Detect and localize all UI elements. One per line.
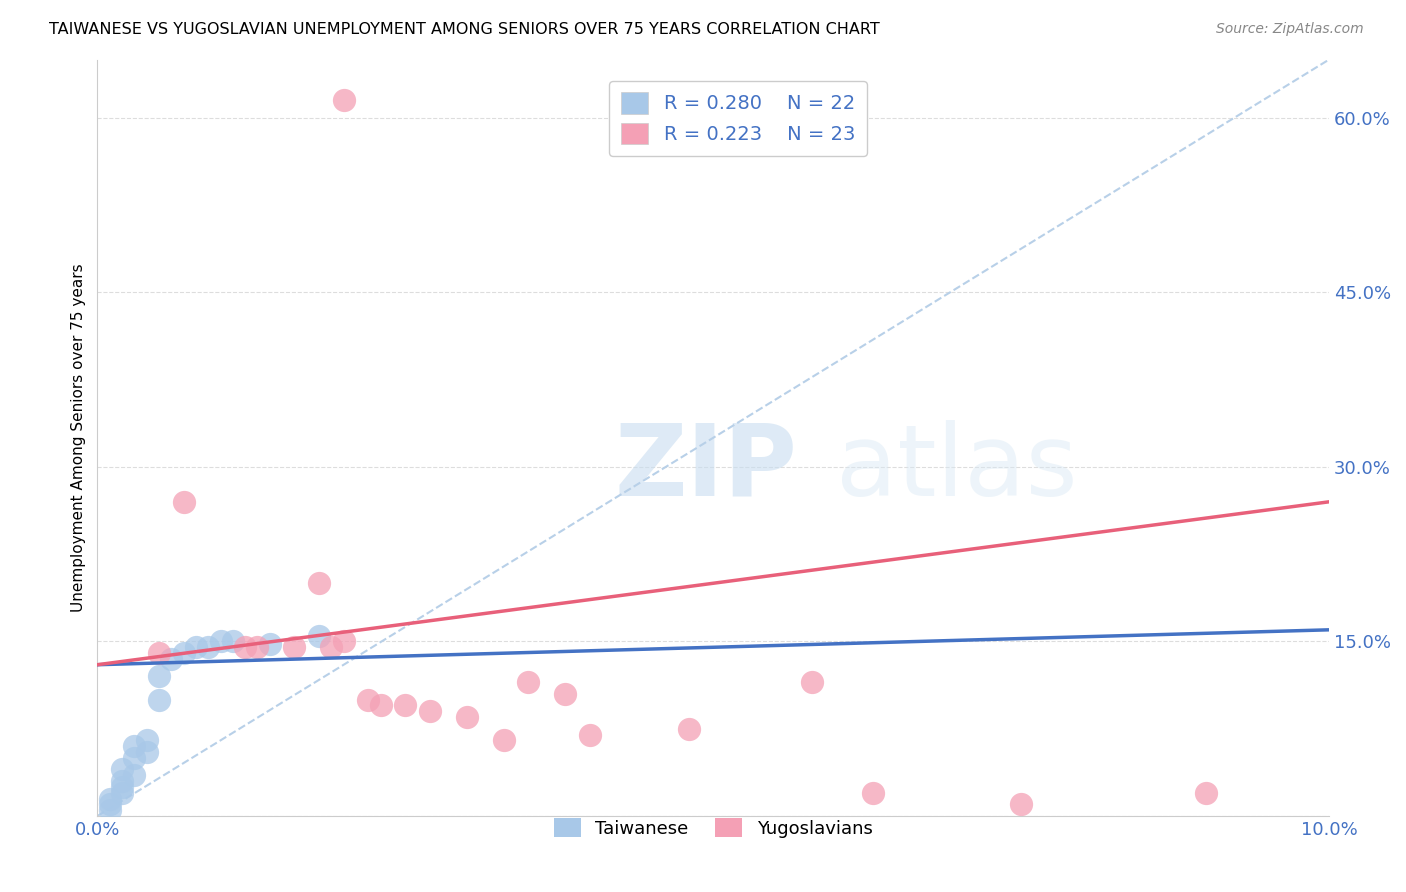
Point — [135, 745, 157, 759]
Point — [357, 692, 380, 706]
Point — [148, 646, 170, 660]
Point — [98, 803, 121, 817]
Point — [111, 763, 134, 777]
Point — [197, 640, 219, 655]
Point — [579, 727, 602, 741]
Point — [308, 576, 330, 591]
Point — [308, 629, 330, 643]
Point — [246, 640, 269, 655]
Point — [1010, 797, 1032, 812]
Point — [259, 637, 281, 651]
Point — [98, 797, 121, 812]
Point — [233, 640, 256, 655]
Point — [678, 722, 700, 736]
Point — [173, 495, 195, 509]
Legend: Taiwanese, Yugoslavians: Taiwanese, Yugoslavians — [547, 811, 880, 845]
Text: Source: ZipAtlas.com: Source: ZipAtlas.com — [1216, 22, 1364, 37]
Point — [222, 634, 245, 648]
Point — [184, 640, 207, 655]
Point — [124, 739, 146, 754]
Point — [332, 634, 354, 648]
Point — [135, 733, 157, 747]
Point — [332, 93, 354, 107]
Point — [209, 634, 232, 648]
Point — [492, 733, 515, 747]
Point — [554, 687, 576, 701]
Point — [111, 774, 134, 789]
Point — [394, 698, 416, 713]
Text: ZIP: ZIP — [614, 419, 797, 516]
Text: TAIWANESE VS YUGOSLAVIAN UNEMPLOYMENT AMONG SENIORS OVER 75 YEARS CORRELATION CH: TAIWANESE VS YUGOSLAVIAN UNEMPLOYMENT AM… — [49, 22, 880, 37]
Y-axis label: Unemployment Among Seniors over 75 years: Unemployment Among Seniors over 75 years — [72, 263, 86, 612]
Point — [160, 652, 183, 666]
Point — [862, 786, 884, 800]
Point — [148, 669, 170, 683]
Point — [98, 791, 121, 805]
Point — [370, 698, 392, 713]
Text: atlas: atlas — [837, 419, 1078, 516]
Point — [124, 768, 146, 782]
Point — [321, 640, 343, 655]
Point — [283, 640, 305, 655]
Point — [124, 751, 146, 765]
Point — [419, 704, 441, 718]
Point — [517, 675, 540, 690]
Point — [456, 710, 478, 724]
Point — [148, 692, 170, 706]
Point — [111, 786, 134, 800]
Point — [111, 780, 134, 794]
Point — [800, 675, 823, 690]
Point — [1195, 786, 1218, 800]
Point — [173, 646, 195, 660]
